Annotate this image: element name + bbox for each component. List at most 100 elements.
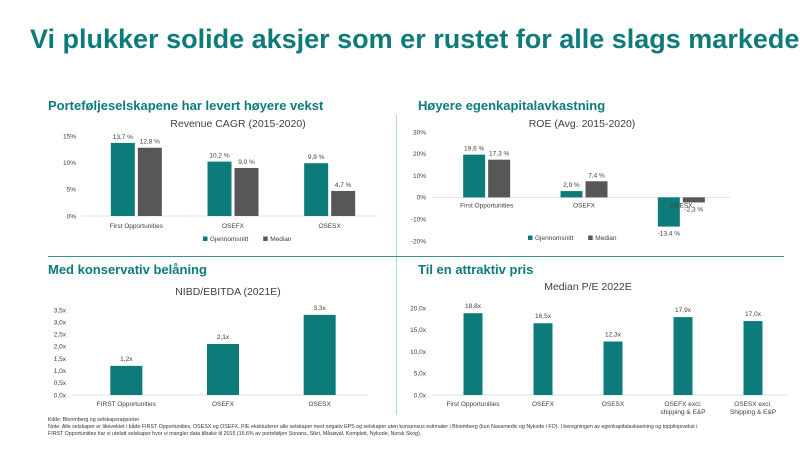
chart-title: NIBD/EBITDA (2021E): [175, 286, 281, 298]
legend-swatch: [263, 236, 268, 241]
category-label: OSESX: [670, 202, 693, 209]
data-label: 10,2 %: [209, 153, 229, 160]
bar-gjennomsnitt: [304, 163, 329, 216]
data-label: 2,1x: [217, 334, 230, 341]
data-label: 17,3 %: [489, 151, 509, 158]
legend-swatch: [528, 235, 533, 240]
y-tick-label: 0,0x: [414, 392, 427, 399]
data-label: 12,3x: [605, 331, 622, 338]
y-tick-label: 20,0x: [410, 305, 427, 312]
data-label: 13,7 %: [113, 134, 133, 141]
footnote-note: Note: Alle selskaper er likevektet i båd…: [48, 424, 698, 431]
data-label: 1,2x: [120, 356, 133, 363]
y-tick-label: 0%: [417, 195, 427, 202]
category-label: First Opportunities: [460, 202, 514, 209]
bar-gjennomsnitt: [207, 161, 232, 216]
y-tick-label: 10%: [63, 160, 76, 167]
y-tick-label: 15,0x: [410, 327, 427, 334]
bar: [303, 314, 336, 395]
legend-label: Gjennomsnitt: [535, 235, 573, 242]
vertical-divider: [396, 115, 397, 415]
revenue-cagr-chart: Revenue CAGR (2015-2020) 0% 5% 10% 15% 13,7 %…: [63, 118, 378, 243]
chart-title: Revenue CAGR (2015-2020): [170, 118, 305, 130]
category-label: First Opportunities: [110, 223, 164, 230]
bar: [603, 341, 623, 395]
y-tick-label: -10%: [411, 217, 426, 224]
chart-title: ROE (Avg. 2015-2020): [529, 118, 636, 130]
data-label: 17,0x: [745, 311, 762, 318]
y-tick-label: 10,0x: [410, 349, 427, 356]
bar: [110, 365, 143, 395]
chart-title: Median P/E 2022E: [544, 281, 632, 293]
category-label: shipping & E&P: [660, 409, 705, 416]
y-tick-label: -20%: [411, 238, 426, 245]
horizontal-divider: [48, 256, 784, 257]
section-title-growth: Porteføljeselskapene har levert høyere v…: [48, 98, 324, 113]
bar: [673, 317, 693, 395]
bar-median: [331, 190, 356, 216]
y-tick-label: 2,5x: [54, 332, 67, 339]
category-label: OSESX: [318, 223, 341, 230]
data-label: 16,5x: [535, 313, 552, 320]
section-title-price: Til en attraktiv pris: [418, 262, 534, 277]
data-label: 18,8x: [465, 303, 482, 310]
category-label: OSEFX: [573, 202, 596, 209]
y-tick-label: 15%: [63, 133, 76, 140]
category-label: Shipping & E&P: [730, 409, 776, 416]
bar-median: [488, 159, 511, 198]
y-tick-label: 3,0x: [54, 319, 67, 326]
bar: [743, 321, 763, 395]
y-tick-label: 5,0x: [414, 371, 427, 378]
roe-chart: ROE (Avg. 2015-2020) -20% -10% 0% 10% 20% 30% 1…: [411, 118, 730, 245]
data-label: 2,9 %: [563, 182, 580, 189]
y-tick-label: 3,5x: [54, 307, 67, 314]
bar-gjennomsnitt: [463, 154, 486, 198]
category-label: FIRST Opportunities: [97, 401, 157, 408]
y-tick-label: 0,0x: [54, 392, 67, 399]
data-label: 9,9 %: [308, 154, 325, 161]
nibd-ebitda-chart: NIBD/EBITDA (2021E) 0,0x 0,5x 1,0x 1,5x 2,0x 2…: [54, 286, 368, 408]
section-title-leverage: Med konservativ belåning: [48, 262, 207, 277]
data-label: 19,6 %: [464, 146, 484, 153]
page-title: Vi plukker solide aksjer som er rustet f…: [30, 24, 800, 54]
data-label: 9,0 %: [238, 159, 255, 166]
y-tick-label: 20%: [413, 151, 426, 158]
bar: [207, 344, 239, 395]
bar-median: [234, 168, 259, 216]
data-label: -13,4 %: [658, 231, 681, 238]
category-label: OSEFX: [222, 223, 245, 230]
y-tick-label: 10%: [413, 173, 426, 180]
category-label: OSESX: [308, 401, 331, 408]
data-label: -2,3 %: [684, 206, 703, 213]
bar: [463, 313, 483, 395]
y-tick-label: 0%: [67, 213, 77, 220]
bar-median: [585, 181, 608, 198]
category-label: OSEFX: [532, 401, 555, 408]
category-label: OSESX: [602, 401, 625, 408]
data-label: 3,3x: [314, 305, 327, 312]
category-label: OSEFX: [212, 401, 235, 408]
bar-gjennomsnitt: [560, 191, 583, 198]
bar-median: [682, 197, 705, 203]
pe-chart: Median P/E 2022E 0,0x 5,0x 10,0x 15,0x 20,0x 1…: [410, 281, 788, 416]
y-tick-label: 5%: [67, 187, 77, 194]
data-label: 7,4 %: [588, 172, 605, 179]
data-label: 12,8 %: [140, 139, 160, 146]
category-label: OSESX excl.: [734, 401, 772, 408]
footnote: Kilde: Bloomberg og selskapsrapporter No…: [48, 417, 788, 439]
section-title-roe: Høyere egenkapitalavkastning: [418, 98, 606, 113]
data-label: 17,9x: [675, 307, 692, 314]
bar-gjennomsnitt: [110, 142, 135, 216]
bar: [533, 323, 553, 395]
legend-label: Median: [270, 236, 292, 243]
y-tick-label: 1,5x: [54, 356, 67, 363]
y-tick-label: 1,0x: [54, 368, 67, 375]
legend-swatch: [203, 236, 208, 241]
legend-label: Median: [595, 235, 617, 242]
category-label: First Opportunities: [446, 401, 500, 408]
bar-median: [137, 147, 162, 216]
y-tick-label: 30%: [413, 129, 426, 136]
bar-gjennomsnitt: [657, 197, 680, 227]
category-label: OSEFX excl.: [664, 401, 701, 408]
legend-label: Gjennomsnitt: [210, 236, 248, 243]
